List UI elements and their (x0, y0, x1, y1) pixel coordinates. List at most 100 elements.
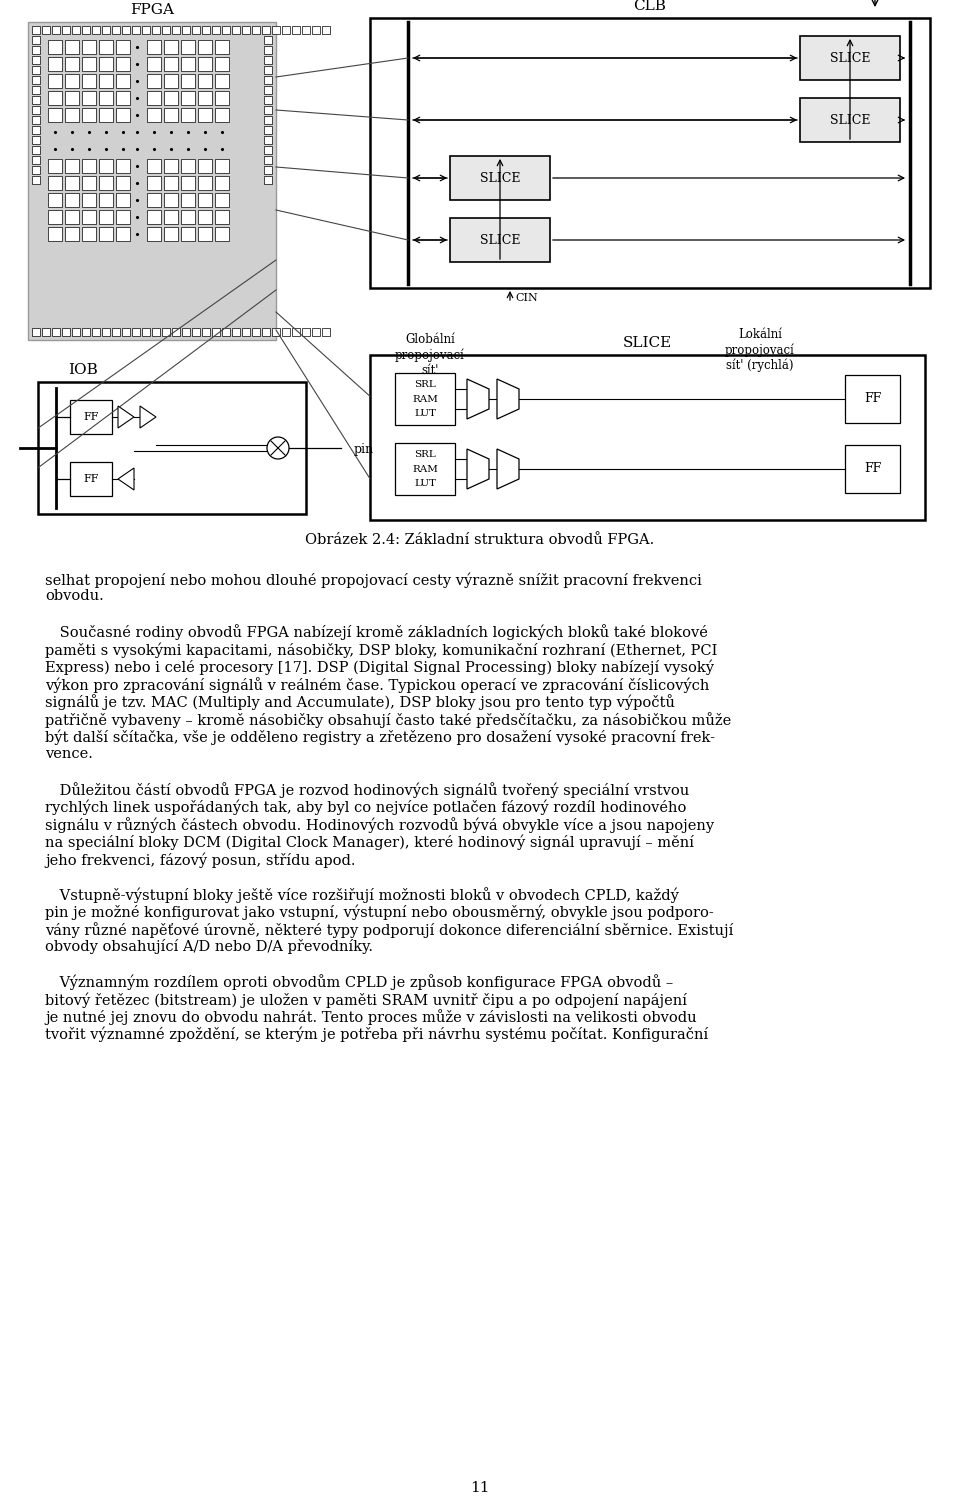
Bar (264, 147, 272, 154)
Bar (32, 86, 40, 94)
Bar (48, 159, 62, 172)
Bar (242, 328, 250, 336)
Bar (82, 91, 96, 104)
Bar (282, 26, 290, 33)
Bar (272, 26, 280, 33)
Bar (102, 328, 110, 336)
Bar (32, 136, 40, 144)
Bar (82, 227, 96, 240)
Bar (62, 328, 70, 336)
Bar (198, 159, 212, 172)
Text: jeho frekvenci, fázový posun, střídu apod.: jeho frekvenci, fázový posun, střídu apo… (45, 851, 355, 868)
Bar (28, 23, 276, 340)
Bar (164, 227, 178, 240)
Bar (48, 227, 62, 240)
Text: Lokální
propojovací
sít' (rychlá): Lokální propojovací sít' (rychlá) (725, 328, 795, 372)
Bar (99, 159, 113, 172)
Bar (242, 26, 250, 33)
Bar (147, 91, 161, 104)
Bar (272, 328, 280, 336)
Text: tvořit významné zpoždění, se kterým je potřeba při návrhu systému počítat. Konfi: tvořit významné zpoždění, se kterým je p… (45, 1027, 708, 1042)
Text: SLICE: SLICE (480, 171, 520, 184)
Bar (102, 26, 110, 33)
Bar (198, 39, 212, 54)
Bar (99, 210, 113, 224)
Bar (32, 116, 40, 124)
Text: FF: FF (84, 473, 99, 484)
Bar (164, 175, 178, 191)
Bar (65, 39, 79, 54)
Bar (164, 57, 178, 71)
Bar (82, 194, 96, 207)
Text: SRL: SRL (414, 451, 436, 460)
Bar (116, 107, 130, 122)
Bar (181, 107, 195, 122)
Bar (82, 26, 90, 33)
Bar (181, 175, 195, 191)
Bar (264, 86, 272, 94)
Bar (65, 210, 79, 224)
Bar (264, 36, 272, 44)
Bar (198, 57, 212, 71)
Bar (292, 328, 300, 336)
Bar (82, 159, 96, 172)
Bar (181, 227, 195, 240)
Bar (99, 39, 113, 54)
Text: pin: pin (354, 443, 374, 457)
Polygon shape (497, 449, 519, 488)
Bar (42, 328, 50, 336)
Bar (282, 328, 290, 336)
Bar (292, 26, 300, 33)
Bar (70, 463, 112, 496)
Bar (215, 194, 229, 207)
Text: FF: FF (864, 463, 881, 475)
Text: selhat propojení nebo mohou dlouhé propojovací cesty výrazně snížit pracovní fre: selhat propojení nebo mohou dlouhé propo… (45, 572, 702, 588)
Bar (48, 39, 62, 54)
Polygon shape (467, 380, 489, 419)
Bar (32, 328, 40, 336)
Bar (192, 26, 200, 33)
Bar (312, 26, 320, 33)
Bar (99, 227, 113, 240)
Bar (252, 26, 260, 33)
Bar (147, 175, 161, 191)
Bar (264, 175, 272, 184)
Bar (162, 328, 170, 336)
Bar (215, 91, 229, 104)
Bar (99, 107, 113, 122)
Bar (264, 116, 272, 124)
Text: vány různé napěťové úrovně, některé typy podporují dokonce diferenciální sběrnic: vány různé napěťové úrovně, některé typy… (45, 922, 733, 937)
Bar (62, 26, 70, 33)
Bar (32, 26, 40, 33)
Bar (164, 159, 178, 172)
Bar (38, 383, 306, 514)
Bar (172, 328, 180, 336)
Text: FPGA: FPGA (130, 3, 174, 17)
Bar (198, 91, 212, 104)
Bar (32, 106, 40, 113)
Bar (800, 36, 900, 80)
Text: FF: FF (864, 393, 881, 405)
Text: Express) nebo i celé procesory [17]. DSP (Digital Signal Processing) bloky nabíz: Express) nebo i celé procesory [17]. DSP… (45, 659, 714, 674)
Text: CIN: CIN (515, 293, 538, 302)
Bar (164, 39, 178, 54)
Bar (70, 401, 112, 434)
Bar (181, 91, 195, 104)
Bar (215, 107, 229, 122)
Bar (222, 26, 230, 33)
Bar (147, 107, 161, 122)
Bar (92, 328, 100, 336)
Bar (215, 175, 229, 191)
Bar (182, 328, 190, 336)
Bar (142, 26, 150, 33)
Bar (264, 45, 272, 54)
Bar (99, 194, 113, 207)
Bar (99, 175, 113, 191)
Bar (116, 74, 130, 88)
Bar (116, 39, 130, 54)
Bar (147, 227, 161, 240)
Bar (65, 194, 79, 207)
Bar (99, 74, 113, 88)
Bar (198, 210, 212, 224)
Bar (142, 328, 150, 336)
